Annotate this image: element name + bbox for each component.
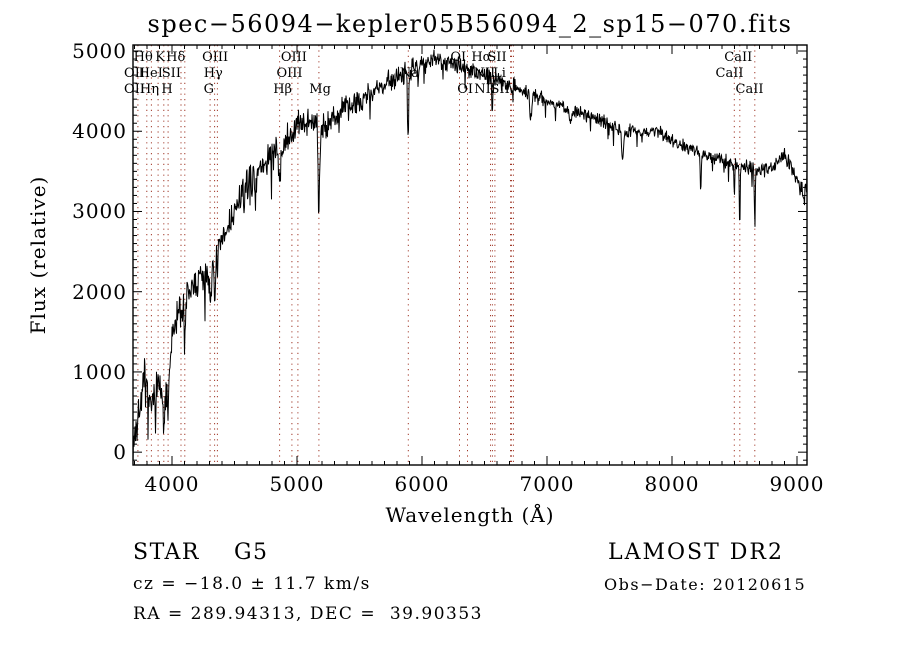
spectral-line-label: G: [203, 82, 215, 97]
y-tick-label: 5000: [72, 39, 127, 64]
spectral-line-label: Hδ: [166, 50, 186, 65]
spectral-line-label: Mg: [309, 82, 331, 97]
spectral-line-label: OIII: [276, 66, 303, 81]
ra-dec-text: RA = 289.94313, DEC = 39.90353: [133, 604, 483, 624]
spectral-line-label: CaII: [724, 50, 753, 65]
y-tick-label: 0: [113, 440, 127, 465]
spectral-line-label: OIII: [202, 50, 229, 65]
x-tick-label: 8000: [644, 472, 700, 496]
spectral-line-label: NII: [474, 82, 496, 97]
x-tick-label: 5000: [269, 472, 325, 496]
spectral-line-label: SII: [161, 66, 181, 81]
spectral-line-label: H: [161, 82, 173, 97]
spectral-line-label: K: [155, 50, 165, 65]
spectral-line-label: Hγ: [203, 66, 223, 81]
spectral-line-label: Hβ: [273, 82, 293, 97]
y-tick-label: 1000: [72, 359, 127, 384]
spectral-line-label: SII: [490, 82, 510, 97]
x-axis-label: Wavelength (Å): [385, 503, 555, 527]
spectral-line-label: Hη: [139, 82, 160, 97]
spectral-line-label: OII: [124, 82, 145, 97]
object-class-text: STAR G5: [133, 540, 269, 565]
spectral-line-label: OI: [457, 82, 474, 97]
cz-velocity-text: cz = −18.0 ± 11.7 km/s: [133, 574, 371, 594]
spectral-line-label: HeI: [138, 66, 163, 81]
spectral-line-label: SII: [487, 50, 507, 65]
spectral-line-label: OI: [450, 50, 467, 65]
spectral-line-label: CaII: [735, 82, 764, 97]
y-tick-label: 4000: [72, 119, 127, 144]
spectral-line-label: Hθ: [133, 50, 153, 65]
spectral-line-label: CaII: [715, 66, 744, 81]
plot-title: spec−56094−kepler05B56094_2_sp15−070.fit…: [147, 10, 793, 38]
obs-date-text: Obs−Date: 20120615: [604, 575, 807, 594]
x-tick-label: 7000: [519, 472, 575, 496]
spectral-line-label: NII: [473, 66, 496, 81]
spectral-line-label: Li: [493, 66, 506, 81]
y-axis-label: Flux (relative): [26, 175, 50, 335]
plot-border: [132, 44, 808, 466]
y-tick-label: 2000: [72, 279, 127, 304]
spectrum-trace: [132, 49, 808, 465]
survey-release-text: LAMOST DR2: [608, 540, 784, 565]
spectral-line-label: OII: [124, 66, 145, 81]
spectral-line-label: OIII: [280, 50, 307, 65]
spectral-line-label: Hα: [471, 50, 492, 65]
x-tick-label: 6000: [394, 472, 450, 496]
spectral-line-label: Na: [399, 66, 420, 81]
x-tick-label: 4000: [144, 472, 200, 496]
y-tick-label: 3000: [72, 199, 127, 224]
x-tick-label: 9000: [769, 472, 825, 496]
